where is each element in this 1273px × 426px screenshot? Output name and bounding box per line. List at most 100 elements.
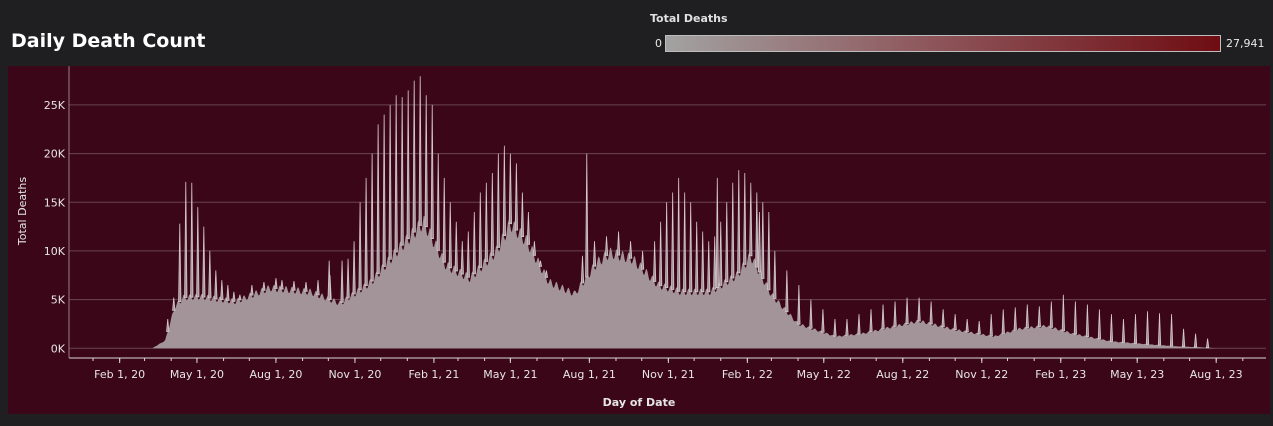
spike-mark xyxy=(382,114,386,267)
spike-mark xyxy=(190,182,194,298)
spike-mark xyxy=(1169,314,1174,347)
x-tick-label: Feb 1, 22 xyxy=(722,368,773,381)
spike-mark xyxy=(857,314,861,335)
spike-mark xyxy=(208,250,212,299)
spike-mark xyxy=(1121,319,1126,343)
spike-mark xyxy=(412,80,416,233)
spike-mark xyxy=(580,255,585,284)
spike-mark xyxy=(346,258,350,299)
spike-series xyxy=(166,76,1210,349)
spike-mark xyxy=(538,260,543,267)
spike-mark xyxy=(220,280,224,301)
spike-mark xyxy=(869,309,873,333)
spike-mark-extra xyxy=(585,153,589,278)
x-tick-label: May 1, 21 xyxy=(483,368,537,381)
spike-mark xyxy=(604,236,609,256)
spike-mark xyxy=(785,270,789,313)
spike-mark xyxy=(484,182,488,262)
spike-mark xyxy=(316,280,320,296)
spike-mark xyxy=(202,226,206,298)
spike-mark xyxy=(809,299,813,329)
spike-mark xyxy=(262,282,266,291)
spike-mark xyxy=(238,294,242,301)
spike-mark xyxy=(544,270,549,278)
x-tick-label: Feb 1, 21 xyxy=(408,368,459,381)
spike-mark xyxy=(376,124,380,275)
x-tick-label: Nov 1, 22 xyxy=(955,368,1008,381)
spike-mark xyxy=(280,280,284,290)
spike-mark xyxy=(1049,301,1053,328)
axes: 0K 5K 10K 15K 20K 25K Feb 1, 20 May 1, 20 Aug 1,… xyxy=(44,66,1266,381)
spike-mark xyxy=(1157,313,1162,346)
spike-mark xyxy=(628,241,633,259)
plot-background xyxy=(8,66,1270,414)
spike-mark xyxy=(352,241,356,295)
spike-mark xyxy=(701,231,705,293)
spike-mark xyxy=(406,90,410,240)
spike-mark xyxy=(370,153,374,282)
spike-mark xyxy=(436,153,440,251)
spike-mark xyxy=(821,309,825,333)
spike-mark xyxy=(917,297,921,322)
spike-mark xyxy=(1145,311,1150,345)
color-legend-bar[interactable] xyxy=(665,35,1221,52)
spike-mark xyxy=(196,207,200,298)
spike-mark xyxy=(653,241,657,282)
spike-mark xyxy=(418,76,422,226)
spike-mark xyxy=(965,319,969,333)
spike-mark xyxy=(232,291,236,302)
spike-mark-extra xyxy=(715,177,719,288)
chart-area[interactable]: 0K 5K 10K 15K 20K 25K Feb 1, 20 May 1, 20 Aug 1,… xyxy=(8,66,1270,414)
spike-mark xyxy=(394,95,398,253)
spike-mark xyxy=(695,221,699,293)
baseline-area xyxy=(92,215,1217,349)
spike-mark xyxy=(773,250,777,299)
spike-mark xyxy=(250,284,254,296)
spike-mark xyxy=(737,170,741,274)
spike-mark xyxy=(466,231,470,278)
spike-mark xyxy=(977,320,981,335)
spike-mark xyxy=(1097,309,1102,340)
spike-mark xyxy=(881,304,885,330)
spike-mark xyxy=(677,177,681,292)
y-tick-label: 25K xyxy=(44,99,66,112)
spike-mark xyxy=(893,301,897,327)
spike-mark xyxy=(454,221,458,272)
x-tick-label: May 1, 20 xyxy=(170,368,224,381)
spike-mark xyxy=(665,202,669,289)
spike-mark xyxy=(1085,304,1090,338)
spike-mark xyxy=(683,192,687,293)
spike-mark xyxy=(460,241,464,275)
spike-mark xyxy=(166,319,170,332)
spike-mark xyxy=(400,97,404,246)
spike-mark xyxy=(616,231,621,256)
spike-mark xyxy=(526,211,531,245)
spike-mark xyxy=(1013,307,1017,331)
spike-mark-extra xyxy=(327,260,331,300)
spike-mark xyxy=(532,241,537,256)
spike-mark xyxy=(172,297,176,311)
spike-mark xyxy=(340,260,344,303)
spike-mark xyxy=(767,211,771,291)
spike-mark xyxy=(989,314,993,337)
spike-mark xyxy=(845,319,849,336)
spike-mark xyxy=(424,95,428,228)
spike-mark xyxy=(755,192,759,268)
spike-mark xyxy=(929,301,933,325)
x-tick-label: Aug 1, 23 xyxy=(1190,368,1243,381)
daily-death-chart[interactable]: 0K 5K 10K 15K 20K 25K Feb 1, 20 May 1, 20 Aug 1,… xyxy=(8,66,1270,414)
spike-mark xyxy=(1205,338,1210,349)
spike-mark xyxy=(226,284,230,301)
spike-mark xyxy=(833,319,837,337)
spike-mark xyxy=(1061,294,1065,332)
x-tick-label: Feb 1, 20 xyxy=(94,368,145,381)
spike-mark xyxy=(797,284,801,325)
x-tick-label: Nov 1, 21 xyxy=(642,368,695,381)
spike-mark xyxy=(953,314,957,331)
y-tick-label: 20K xyxy=(44,148,66,161)
spike-mark xyxy=(1001,309,1005,335)
x-tick-label: Nov 1, 20 xyxy=(328,368,381,381)
spike-mark xyxy=(292,281,296,291)
spike-mark xyxy=(184,181,188,298)
spike-mark xyxy=(659,221,663,287)
